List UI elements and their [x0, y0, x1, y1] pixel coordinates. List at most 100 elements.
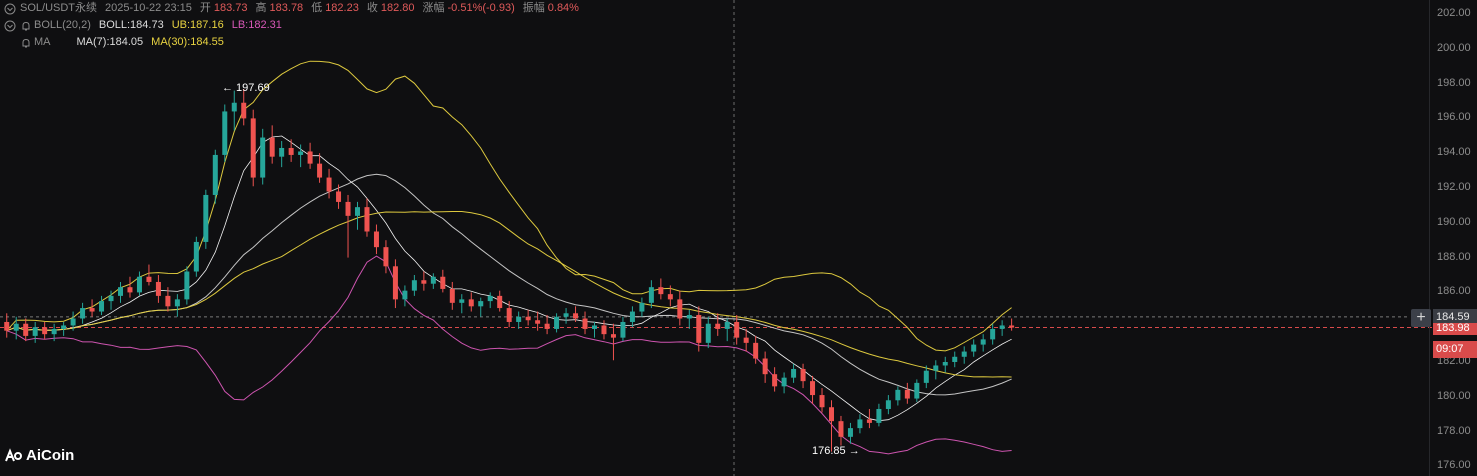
candle [288, 139, 294, 162]
candle-body [4, 321, 10, 331]
alert-bell-icon[interactable] [20, 37, 32, 49]
candle [364, 198, 370, 237]
alert-bell-icon[interactable] [20, 20, 32, 32]
candle [468, 292, 474, 312]
candle [269, 125, 275, 164]
candle-body [307, 151, 313, 164]
low-annotation: 176.85 → [812, 445, 860, 457]
candle-body [127, 287, 133, 293]
candle-body [99, 301, 105, 312]
aicoin-logo-icon [5, 447, 22, 461]
candle-body [525, 316, 531, 321]
ma7-line [6, 135, 1012, 422]
candle-body [364, 207, 370, 232]
candle [554, 313, 560, 333]
candle-body [563, 313, 569, 317]
candle [184, 266, 190, 305]
collapse-icon[interactable] [4, 3, 16, 15]
ma-name: MA [34, 36, 51, 48]
ma7-value: MA(7):184.05 [76, 36, 144, 48]
candle [961, 346, 967, 364]
candle [610, 323, 616, 361]
boll-ub-value: UB:187.16 [171, 19, 224, 31]
candle [4, 313, 10, 338]
candle [857, 414, 863, 434]
candle-body [791, 368, 797, 378]
indicator-lines [6, 60, 1012, 455]
candle-body [222, 111, 228, 155]
candle [952, 351, 958, 368]
candle [326, 168, 332, 199]
candle [23, 318, 29, 342]
candle-body [61, 325, 67, 329]
candle [866, 408, 872, 429]
candle-body [961, 351, 967, 357]
candle [373, 224, 379, 255]
candle [317, 153, 323, 183]
axis-tick-label: 190.00 [1437, 215, 1471, 228]
open-value: 183.73 [213, 2, 248, 14]
candle [980, 334, 986, 352]
aicoin-logo-text: AiCoin [26, 447, 75, 464]
candle [231, 90, 237, 131]
candle-body [165, 295, 171, 307]
candle [876, 403, 882, 427]
candle-body [885, 400, 891, 409]
axis-tick-label: 182.00 [1437, 355, 1471, 367]
axis-tick-label: 188.00 [1437, 250, 1471, 263]
candle [942, 356, 948, 373]
candle [136, 271, 142, 296]
change-value: -0.51%(-0.93) [447, 2, 515, 14]
axis-tick-label: 194.00 [1437, 146, 1471, 159]
candle-body [146, 276, 152, 282]
candle-body [772, 374, 778, 387]
candle [544, 315, 550, 335]
amplitude-value: 0.84% [547, 2, 579, 14]
candle-body [184, 271, 190, 300]
candle-body [118, 287, 123, 296]
candle-body [573, 313, 579, 319]
candle [819, 388, 825, 413]
candle-body [203, 194, 209, 242]
candle-body [13, 323, 19, 331]
candle [70, 311, 76, 331]
candle-body [487, 295, 493, 302]
candle-body [857, 419, 863, 429]
candle-body [923, 370, 929, 383]
candle [421, 271, 427, 291]
candle [89, 299, 95, 317]
candle-body [648, 287, 654, 303]
candle-body [373, 231, 379, 248]
low-value: 182.23 [325, 2, 359, 14]
candle-body [345, 201, 351, 216]
candle [51, 323, 57, 342]
add-order-button[interactable]: + [1411, 309, 1431, 327]
candle [601, 320, 607, 340]
change-label: 涨幅 [422, 2, 445, 14]
candle-body [800, 368, 806, 382]
candle-body [23, 323, 29, 336]
candle [923, 365, 929, 389]
candle-body [829, 407, 834, 422]
candle [573, 306, 579, 322]
candle-body [478, 301, 484, 307]
candle-body [582, 318, 588, 329]
chart-legend: SOL/USDT永续 2025-10-22 23:15 开 183.73 高 1… [0, 0, 1000, 51]
candle [193, 236, 199, 277]
candle-body [1009, 325, 1015, 328]
candle-body [155, 281, 161, 296]
candle [762, 351, 768, 383]
candle-body [269, 137, 275, 157]
candle-body [554, 316, 560, 329]
candle [449, 281, 455, 310]
collapse-icon[interactable] [4, 20, 16, 32]
candle [885, 395, 891, 415]
candle-body [421, 280, 427, 284]
low-label: 低 [311, 2, 323, 14]
candle-body [535, 320, 541, 324]
candle [629, 306, 635, 328]
candle-body [383, 247, 389, 267]
candle-body [80, 308, 86, 319]
candle [155, 275, 161, 303]
